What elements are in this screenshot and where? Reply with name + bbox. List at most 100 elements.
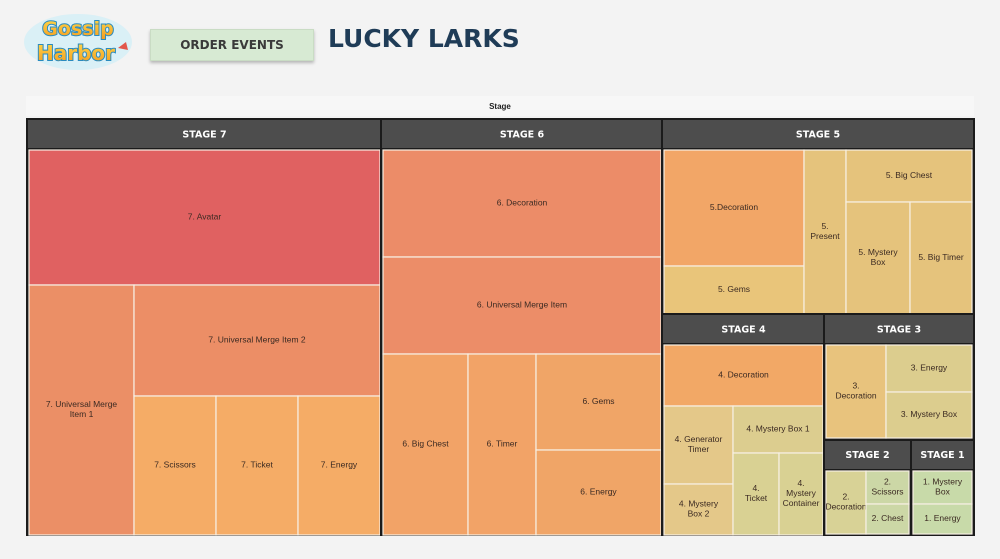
treemap-cell-label: 6. Universal Merge Item <box>477 300 567 310</box>
treemap-cell-rect <box>845 201 911 315</box>
treemap-cell-5-big-chest: 5. Big Chest <box>845 149 973 203</box>
treemap-cell-rect <box>865 470 910 505</box>
treemap-cell-rect <box>825 470 867 535</box>
treemap-cell-7-universal-merge-item-2: 7. Universal Merge Item 2 <box>133 284 381 397</box>
treemap-cell-label: 5. Gems <box>718 284 750 294</box>
group-header <box>382 120 662 148</box>
treemap-cell-7-ticket: 7. Ticket <box>215 395 299 536</box>
treemap-cell-label: 2. Chest <box>872 513 904 523</box>
group-stage-7: STAGE 7 7. Avatar 7. Universal Merge Item 1… <box>26 118 383 536</box>
treemap-cell-2-decoration: 2. Decoration <box>825 470 867 535</box>
group-header-label: STAGE 1 <box>920 450 964 461</box>
group-header-label: STAGE 4 <box>721 325 766 336</box>
treemap-cell-6-big-chest: 6. Big Chest <box>382 353 469 536</box>
group-header-label: STAGE 2 <box>845 450 889 461</box>
treemap-cell-rect <box>535 353 662 451</box>
group-stage-5: STAGE 5 5.Decoration 5. Gems 5. Present 5. Bi… <box>661 118 975 316</box>
treemap-cell-label: 2. Decoration <box>825 492 866 512</box>
treemap-cell-2-scissors: 2. Scissors <box>865 470 910 505</box>
group-header <box>28 120 381 148</box>
treemap-cell-5-big-timer: 5. Big Timer <box>909 201 973 315</box>
treemap-cell-label: 5. Present <box>810 221 840 241</box>
treemap-cell-1-mystery-box: 1. Mystery Box <box>912 470 973 505</box>
treemap-cell-rect <box>732 452 780 536</box>
treemap-cell-rect <box>845 149 973 203</box>
treemap-cell-rect <box>825 344 887 439</box>
treemap-cell-5-mystery-box: 5. Mystery Box <box>845 201 911 315</box>
order-events-tag: ORDER EVENTS <box>150 29 314 61</box>
treemap-cell-label: 4. Mystery Box 2 <box>679 499 719 519</box>
treemap-cell-label: 2. Scissors <box>871 477 903 497</box>
treemap-cell-rect <box>382 149 662 258</box>
group-stage-1: STAGE 1 1. Mystery Box 1. Energy <box>910 439 975 536</box>
treemap-cell-4-decoration: 4. Decoration <box>663 344 824 407</box>
treemap-cell-label: 7. Universal Merge Item 1 <box>46 399 118 419</box>
group-header <box>663 315 824 343</box>
treemap-cell-6-universal-merge-item: 6. Universal Merge Item <box>382 256 662 355</box>
treemap-cell-7-scissors: 7. Scissors <box>133 395 217 536</box>
treemap-cell-5-gems: 5. Gems <box>663 265 805 315</box>
treemap-cell-label: 4. Mystery Box 1 <box>746 424 810 434</box>
treemap-cell-3-mystery-box: 3. Mystery Box <box>885 391 973 439</box>
treemap-cell-3-decoration: 3. Decoration <box>825 344 887 439</box>
treemap-cell-label: 5. Mystery Box <box>858 247 898 267</box>
treemap-cell-rect <box>382 353 469 536</box>
treemap-cell-label: 6. Big Chest <box>402 439 449 449</box>
group-header <box>663 120 973 148</box>
treemap-cell-label: 6. Decoration <box>497 198 548 208</box>
group-header-label: STAGE 3 <box>877 325 921 336</box>
group-header-label: STAGE 6 <box>500 130 545 141</box>
treemap-cell-rect <box>885 391 973 439</box>
treemap-cell-label: 6. Timer <box>487 439 518 449</box>
treemap-cell-rect <box>382 256 662 355</box>
treemap-cell-rect <box>885 344 973 393</box>
treemap-cell-7-avatar: 7. Avatar <box>28 149 381 286</box>
treemap-cell-label: 5. Big Timer <box>918 252 964 262</box>
treemap-cell-6-decoration: 6. Decoration <box>382 149 662 258</box>
treemap-cell-5-present: 5. Present <box>803 149 847 315</box>
group-stage-4: STAGE 4 4. Decoration 4. Generator Timer 4. … <box>661 313 826 536</box>
treemap-cell-rect <box>663 265 805 315</box>
treemap-cell-rect <box>467 353 537 536</box>
group-stage-6: STAGE 6 6. Decoration 6. Universal Merge I… <box>380 118 664 536</box>
treemap-cell-rect <box>28 284 135 536</box>
treemap-cell-label: 4. Decoration <box>718 370 769 380</box>
treemap-cell-3-energy: 3. Energy <box>885 344 973 393</box>
treemap-cell-4-mystery-box-2: 4. Mystery Box 2 <box>663 483 734 536</box>
treemap-cell-label: 3. Decoration <box>835 381 876 401</box>
treemap-cell-rect <box>663 483 734 536</box>
treemap-cell-4-mystery-box-1: 4. Mystery Box 1 <box>732 405 824 454</box>
treemap-cell-label: 7. Energy <box>321 460 358 470</box>
treemap-cell-1-energy: 1. Energy <box>912 503 973 535</box>
treemap-cell-label: 1. Energy <box>924 513 961 523</box>
treemap-cell-rect <box>803 149 847 315</box>
treemap-cell-4-generator-timer: 4. Generator Timer <box>663 405 734 485</box>
treemap-cell-label: 5.Decoration <box>710 202 758 212</box>
svg-text:Harbor: Harbor <box>37 41 115 65</box>
treemap-cell-label: 6. Energy <box>580 487 617 497</box>
treemap-cell-rect <box>778 452 824 536</box>
treemap-cell-label: 4. Generator Timer <box>675 434 723 454</box>
treemap-cell-7-universal-merge-item-1: 7. Universal Merge Item 1 <box>28 284 135 536</box>
treemap-cell-rect <box>912 470 973 505</box>
treemap-cell-rect <box>865 503 910 535</box>
treemap-cell-label: 7. Avatar <box>188 212 222 222</box>
group-header <box>912 441 973 469</box>
treemap-cell-rect <box>133 284 381 397</box>
treemap-cell-6-gems: 6. Gems <box>535 353 662 451</box>
page-header: Gossip Harbor ORDER EVENTS LUCKY LARKS <box>0 0 1000 90</box>
stage-treemap: STAGE 7 7. Avatar 7. Universal Merge Item 1… <box>26 118 975 536</box>
treemap-cell-label: 7. Universal Merge Item 2 <box>208 335 306 345</box>
treemap-cell-label: 6. Gems <box>582 396 614 406</box>
treemap-cell-label: 4. Mystery Container <box>783 478 820 508</box>
event-title: LUCKY LARKS <box>328 24 520 53</box>
treemap-cell-rect <box>133 395 217 536</box>
treemap-cell-rect <box>535 449 662 536</box>
group-header-label: STAGE 7 <box>182 130 226 141</box>
treemap-cell-5-decoration: 5.Decoration <box>663 149 805 267</box>
group-header-label: STAGE 5 <box>796 130 840 141</box>
treemap-cell-label: 3. Mystery Box <box>901 409 958 419</box>
group-header <box>825 441 910 469</box>
treemap-cell-7-energy: 7. Energy <box>297 395 381 536</box>
